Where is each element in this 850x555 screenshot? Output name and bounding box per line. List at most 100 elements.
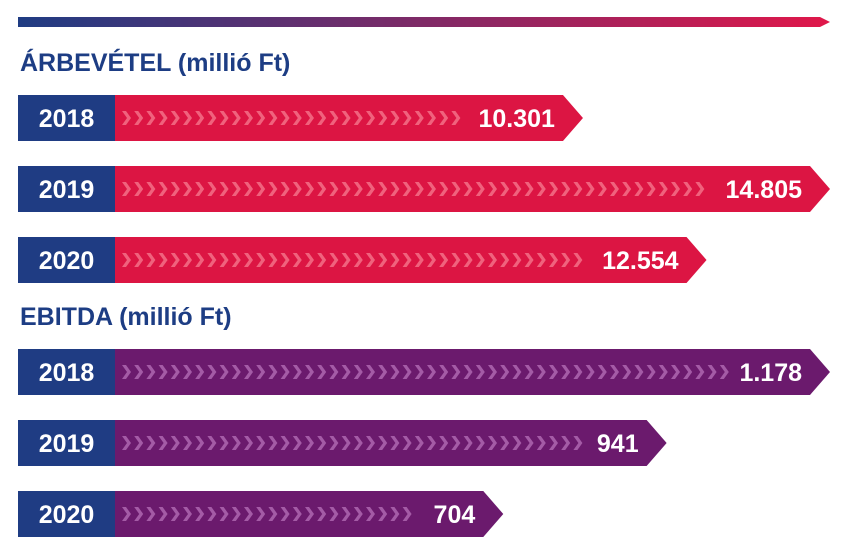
chevron-mark: [207, 365, 217, 379]
chevron-mark: [439, 365, 449, 379]
chevron-mark: [500, 253, 510, 267]
chevron-mark: [207, 111, 217, 125]
chevron-mark: [231, 436, 241, 450]
chevron-mark: [463, 182, 473, 196]
revenue-year-label-2019: 2019: [39, 176, 95, 204]
ebitda-chevrons-2019: [122, 436, 583, 450]
chevron-mark: [268, 111, 278, 125]
chevron-mark: [427, 182, 436, 196]
chevron-mark: [585, 182, 595, 196]
chevron-mark: [353, 253, 363, 267]
chevron-mark: [427, 253, 436, 267]
chevron-mark: [439, 436, 449, 450]
chevron-mark: [488, 365, 497, 379]
chevron-mark: [292, 365, 302, 379]
chevron-mark: [524, 365, 534, 379]
chevron-mark: [280, 365, 290, 379]
chevron-mark: [268, 507, 278, 521]
chevron-mark: [402, 365, 412, 379]
chevron-mark: [488, 253, 497, 267]
chevron-mark: [610, 182, 619, 196]
chevron-mark: [402, 111, 412, 125]
chevron-mark: [244, 507, 253, 521]
chevron-mark: [268, 182, 278, 196]
chevron-mark: [683, 365, 693, 379]
chevron-mark: [463, 253, 473, 267]
chevron-mark: [134, 182, 144, 196]
chevron-mark: [280, 507, 290, 521]
chevron-mark: [439, 182, 449, 196]
chevron-mark: [244, 365, 253, 379]
chevron-mark: [366, 507, 375, 521]
chevron-mark: [305, 253, 314, 267]
chevron-mark: [341, 111, 351, 125]
chevron-mark: [305, 436, 314, 450]
revenue-year-label-2020: 2020: [39, 247, 95, 275]
chevron-mark: [292, 111, 302, 125]
chevron-mark: [244, 436, 253, 450]
chevron-mark: [195, 436, 205, 450]
chevron-mark: [366, 365, 375, 379]
chevron-mark: [305, 182, 314, 196]
chevron-mark: [219, 182, 229, 196]
ebitda-bar-chart: 1.178 2018 941 2019 704 2020: [18, 349, 830, 537]
chevron-mark: [341, 436, 351, 450]
chevron-mark: [170, 182, 180, 196]
chevron-mark: [317, 507, 327, 521]
revenue-value-label-2019: 14.805: [726, 176, 803, 204]
chevron-mark: [317, 111, 327, 125]
chevron-mark: [378, 253, 388, 267]
chevron-mark: [134, 111, 144, 125]
ebitda-year-box-2020: [18, 491, 115, 537]
chevron-mark: [317, 436, 327, 450]
chevron-mark: [536, 365, 546, 379]
chevron-mark: [573, 436, 583, 450]
chevron-mark: [402, 253, 412, 267]
chevron-mark: [561, 253, 571, 267]
chevron-mark: [414, 253, 424, 267]
chevron-mark: [463, 365, 473, 379]
ebitda-value-label-2019: 941: [597, 430, 639, 458]
chevron-mark: [134, 365, 144, 379]
chevron-mark: [695, 182, 705, 196]
chevron-mark: [439, 111, 449, 125]
chevron-mark: [219, 507, 229, 521]
chevron-mark: [536, 253, 546, 267]
revenue-chevrons-2018: [122, 111, 461, 125]
chevron-mark: [134, 253, 144, 267]
chevron-mark: [195, 182, 205, 196]
chevron-mark: [524, 182, 534, 196]
chevron-mark: [658, 182, 668, 196]
chevron-mark: [134, 507, 144, 521]
chevron-mark: [329, 182, 339, 196]
ebitda-value-label-2020: 704: [434, 501, 476, 529]
ebitda-chart-title: EBITDA (millió Ft): [20, 303, 232, 331]
chevron-mark: [134, 436, 144, 450]
chevron-mark: [500, 436, 510, 450]
chevron-mark: [366, 253, 375, 267]
chevron-mark: [207, 182, 217, 196]
chevron-mark: [244, 253, 253, 267]
chevron-mark: [451, 253, 461, 267]
chevron-mark: [378, 436, 388, 450]
chevron-mark: [268, 253, 278, 267]
chevron-mark: [707, 365, 717, 379]
chevron-mark: [597, 365, 607, 379]
chevron-mark: [500, 365, 510, 379]
chevron-mark: [329, 365, 339, 379]
ebitda-year-label-2020: 2020: [39, 501, 95, 529]
chevron-mark: [292, 253, 302, 267]
chevron-mark: [512, 253, 522, 267]
chevron-mark: [207, 253, 217, 267]
chevron-mark: [146, 507, 156, 521]
chevron-mark: [378, 111, 388, 125]
chevron-mark: [719, 365, 729, 379]
chevron-mark: [195, 253, 205, 267]
chevron-mark: [402, 436, 412, 450]
chevron-mark: [122, 111, 131, 125]
chevron-mark: [353, 507, 363, 521]
ebitda-bar-2020: [115, 491, 504, 537]
chevron-mark: [317, 365, 327, 379]
ebitda-year-label-2018: 2018: [39, 359, 95, 387]
chevron-mark: [122, 365, 131, 379]
